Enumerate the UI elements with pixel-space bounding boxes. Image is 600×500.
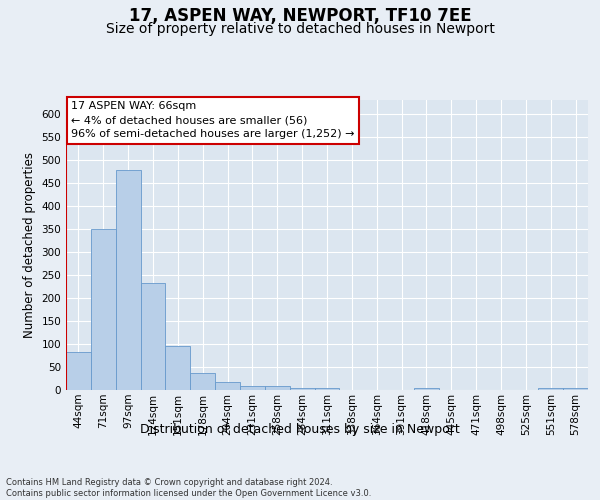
Bar <box>314 388 340 390</box>
Bar <box>538 388 563 390</box>
Text: Contains HM Land Registry data © Crown copyright and database right 2024.
Contai: Contains HM Land Registry data © Crown c… <box>6 478 371 498</box>
Bar <box>91 229 116 390</box>
Y-axis label: Number of detached properties: Number of detached properties <box>23 152 36 338</box>
Text: Distribution of detached houses by size in Newport: Distribution of detached houses by size … <box>140 422 460 436</box>
Bar <box>215 382 240 390</box>
Text: 17 ASPEN WAY: 66sqm
← 4% of detached houses are smaller (56)
96% of semi-detache: 17 ASPEN WAY: 66sqm ← 4% of detached hou… <box>71 102 355 140</box>
Text: Size of property relative to detached houses in Newport: Size of property relative to detached ho… <box>106 22 494 36</box>
Bar <box>414 388 439 390</box>
Bar <box>116 170 140 390</box>
Bar <box>563 388 588 390</box>
Bar <box>166 346 190 390</box>
Text: 17, ASPEN WAY, NEWPORT, TF10 7EE: 17, ASPEN WAY, NEWPORT, TF10 7EE <box>128 8 472 26</box>
Bar <box>190 374 215 390</box>
Bar <box>265 386 290 390</box>
Bar <box>290 388 314 390</box>
Bar <box>240 386 265 390</box>
Bar <box>140 282 166 390</box>
Bar <box>66 352 91 390</box>
